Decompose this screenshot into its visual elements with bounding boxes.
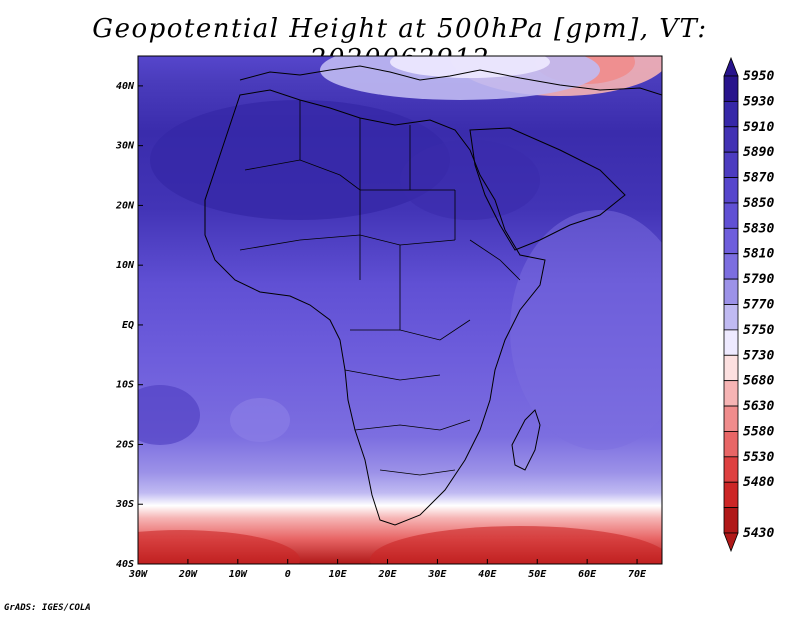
- colorbar-label: 5730: [743, 348, 774, 363]
- colorbar-swatch: [723, 354, 739, 382]
- x-tick-label: 40E: [478, 569, 497, 580]
- y-axis-ticks: 40N 30N 20N 10N EQ 10S 20S 30S 40S: [115, 81, 143, 570]
- madagascar-coastline: [511, 409, 541, 471]
- height-field: [138, 56, 662, 564]
- colorbar-swatch: [723, 126, 739, 153]
- colorbar-swatch: [723, 481, 739, 509]
- x-tick-label: 50E: [528, 569, 547, 580]
- africa-coastline: [204, 89, 546, 526]
- colorbar-label: 5930: [743, 94, 774, 109]
- colorbar: 5950 5930 5910 5890 5870 5850 5830 5810 5790 5770…: [723, 56, 774, 553]
- x-tick-label: 10W: [229, 569, 248, 580]
- colorbar-swatch: [723, 253, 739, 280]
- y-tick-label: EQ: [122, 320, 134, 331]
- colorbar-label: 5680: [743, 374, 774, 389]
- colorbar-swatch: [723, 405, 739, 432]
- map-frame: [137, 55, 663, 565]
- colorbar-swatch: [723, 100, 739, 128]
- colorbar-top-arrow: [723, 56, 739, 77]
- arabia-coastline: [469, 127, 626, 251]
- colorbar-label: 5770: [743, 298, 774, 313]
- colorbar-swatch: [723, 507, 739, 534]
- x-tick-label: 20W: [178, 569, 198, 580]
- colorbar-label: 5950: [743, 69, 774, 84]
- y-tick-label: 10N: [116, 260, 135, 271]
- colorbar-swatch: [723, 202, 739, 229]
- colorbar-label: 5750: [743, 323, 774, 338]
- colorbar-swatch: [723, 278, 739, 305]
- colorbar-swatch: [723, 380, 739, 407]
- colorbar-swatch: [723, 227, 739, 255]
- colorbar-label: 5870: [743, 171, 774, 186]
- colorbar-swatch: [723, 329, 739, 356]
- y-tick-label: 30S: [115, 499, 134, 510]
- y-tick-label: 10S: [116, 380, 134, 391]
- y-tick-label: 40N: [116, 81, 135, 92]
- x-axis-ticks: 30W 20W 10W 0 10E 20E 30E 40E 50E 60E 70E: [128, 559, 647, 580]
- x-tick-label: 10E: [329, 569, 348, 580]
- y-tick-label: 20N: [115, 200, 135, 211]
- colorbar-label: 5530: [743, 450, 774, 465]
- x-tick-label: 0: [285, 569, 291, 580]
- x-tick-label: 30E: [427, 569, 447, 580]
- x-tick-label: 60E: [578, 569, 597, 580]
- colorbar-label: 5910: [743, 120, 774, 135]
- colorbar-label: 5430: [743, 526, 774, 541]
- x-tick-label: 30W: [128, 569, 148, 580]
- colorbar-label: 5580: [743, 424, 774, 439]
- x-tick-label: 20E: [377, 569, 397, 580]
- grads-credit: GrADS: IGES/COLA: [4, 603, 91, 613]
- y-tick-label: 20S: [115, 439, 134, 450]
- colorbar-bottom-arrow: [723, 532, 739, 553]
- colorbar-label: 5480: [743, 475, 774, 490]
- colorbar-swatch: [723, 75, 739, 102]
- colorbar-swatch: [723, 177, 739, 204]
- colorbar-label: 5890: [743, 145, 774, 160]
- colorbar-swatch: [723, 151, 739, 178]
- colorbar-label: 5790: [743, 272, 774, 287]
- x-tick-label: 70E: [628, 569, 647, 580]
- y-tick-label: 40S: [116, 559, 134, 570]
- colorbar-swatch: [723, 431, 739, 458]
- colorbar-swatch: [723, 304, 739, 331]
- country-borders: [239, 100, 521, 476]
- europe-coastline: [239, 65, 662, 96]
- y-tick-label: 30N: [115, 141, 135, 152]
- colorbar-label: 5850: [743, 196, 774, 211]
- colorbar-label: 5810: [743, 247, 774, 262]
- colorbar-label: 5630: [743, 399, 774, 414]
- colorbar-swatch: [723, 456, 739, 483]
- colorbar-label: 5830: [743, 221, 774, 236]
